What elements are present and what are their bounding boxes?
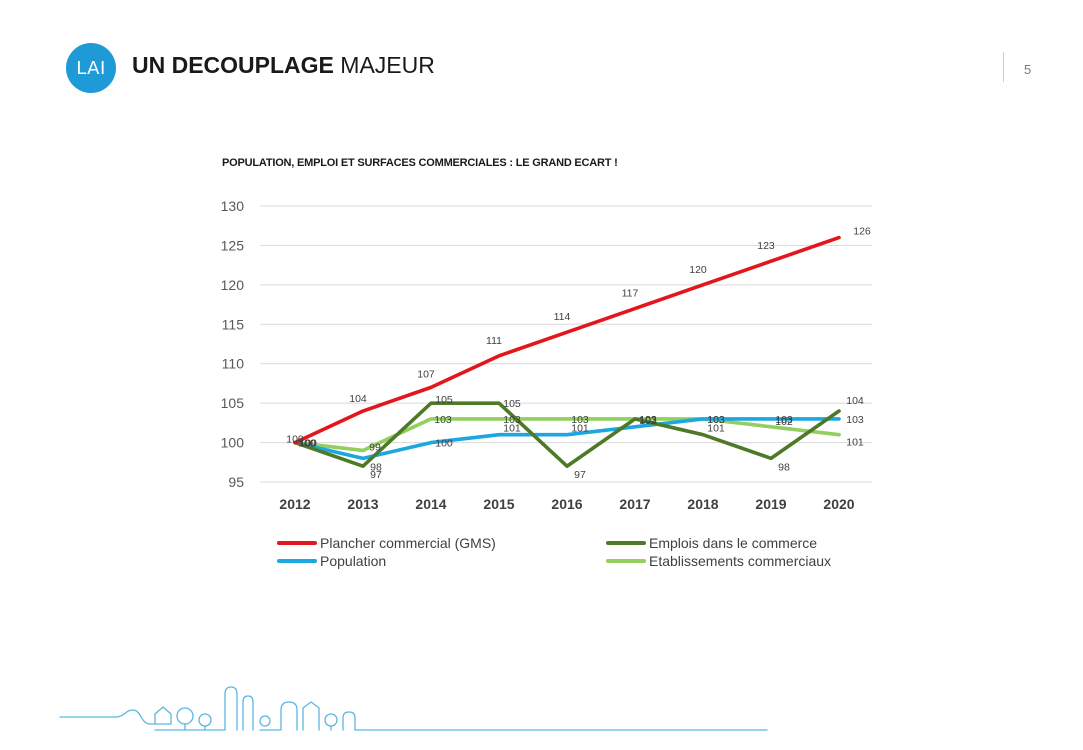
data-label: 101 (571, 423, 589, 435)
data-label: 104 (349, 393, 367, 405)
data-label: 120 (689, 264, 707, 276)
x-tick-label: 2014 (415, 496, 446, 512)
legend-item: Population (277, 553, 386, 569)
logo-text: LAI (76, 57, 106, 79)
data-label: 101 (503, 423, 521, 435)
legend-swatch (606, 541, 646, 545)
data-label: 103 (434, 414, 452, 426)
legend-label: Emplois dans le commerce (649, 535, 818, 551)
y-tick-label: 95 (228, 474, 244, 490)
chart-legend: Plancher commercial (GMS) Emplois dans le… (277, 535, 877, 575)
legend-label: Population (320, 553, 387, 569)
data-label: 117 (622, 288, 639, 300)
lai-logo: LAI (66, 43, 116, 93)
page-number: 5 (1024, 62, 1032, 77)
legend-label: Plancher commercial (GMS) (320, 535, 496, 551)
page-title-light: MAJEUR (340, 52, 435, 78)
x-tick-label: 2015 (483, 496, 514, 512)
x-tick-label: 2013 (347, 496, 378, 512)
data-label: 97 (574, 469, 586, 481)
grid-lines (260, 205, 872, 483)
y-tick-label: 100 (221, 435, 245, 451)
x-axis-ticks: 2012 2013 2014 2015 2016 2017 2018 2019 2020 (279, 496, 854, 512)
data-label: 103 (503, 414, 521, 426)
page-title: UN DECOUPLAGE MAJEUR (132, 52, 435, 79)
legend-swatch (277, 559, 317, 563)
data-label: 97 (370, 469, 382, 481)
city-skyline-footer (59, 686, 768, 731)
y-tick-label: 105 (221, 395, 245, 411)
data-label: 103 (571, 414, 589, 426)
data-label: 114 (554, 311, 571, 323)
legend-swatch (277, 541, 317, 545)
data-label: 100 (286, 434, 304, 446)
data-label: 102 (775, 416, 793, 428)
legend-label: Etablissements commerciaux (649, 553, 832, 569)
series-line-3 (293, 417, 841, 453)
data-label: 103 (707, 414, 725, 426)
x-tick-label: 2012 (279, 496, 310, 512)
data-label: 101 (846, 437, 864, 449)
data-label: 100 (299, 438, 317, 450)
x-tick-label: 2020 (823, 496, 854, 512)
legend-item: Emplois dans le commerce (606, 535, 817, 551)
data-label: 98 (370, 461, 382, 473)
data-label: 99 (369, 441, 381, 453)
y-tick-label: 120 (221, 277, 245, 293)
data-label: 100 (299, 438, 317, 450)
data-label: 100 (435, 438, 453, 450)
y-tick-label: 110 (222, 356, 245, 372)
data-label: 103 (639, 414, 657, 426)
series-lines (293, 235, 841, 469)
series-line-1 (293, 401, 841, 469)
page-title-bold: UN DECOUPLAGE (132, 52, 334, 78)
data-label: 102 (639, 415, 657, 427)
data-label: 107 (417, 368, 435, 380)
legend-item: Plancher commercial (GMS) (277, 535, 496, 551)
data-label: 98 (778, 461, 790, 473)
data-label: 103 (775, 414, 793, 426)
data-label: 103 (846, 414, 864, 426)
chart-title: POPULATION, EMPLOI ET SURFACES COMMERCIA… (222, 157, 618, 169)
series-line-0 (293, 235, 841, 445)
x-tick-label: 2018 (687, 496, 718, 512)
data-labels: 100 104 107 111 114 117 120 123 126 100 97 105 105 97… (286, 226, 871, 482)
data-label: 104 (846, 395, 864, 407)
page-number-separator (1003, 52, 1004, 82)
data-label: 123 (757, 240, 775, 252)
data-label: 103 (639, 414, 657, 426)
series-line-2 (293, 417, 841, 461)
x-tick-label: 2019 (755, 496, 786, 512)
data-label: 105 (503, 398, 521, 410)
legend-item: Etablissements commerciaux (606, 553, 831, 569)
x-tick-label: 2017 (619, 496, 650, 512)
data-label: 100 (298, 438, 316, 450)
data-label: 105 (435, 394, 453, 406)
data-label: 126 (853, 226, 871, 238)
legend-swatch (606, 559, 646, 563)
y-axis-ticks: 95 100 105 110 115 120 125 130 (221, 198, 245, 490)
y-tick-label: 130 (221, 198, 245, 214)
y-tick-label: 125 (221, 237, 245, 253)
x-tick-label: 2016 (551, 496, 582, 512)
data-label: 111 (486, 335, 502, 347)
data-label: 101 (707, 423, 725, 435)
data-label: 103 (707, 414, 725, 426)
y-tick-label: 115 (222, 316, 245, 332)
